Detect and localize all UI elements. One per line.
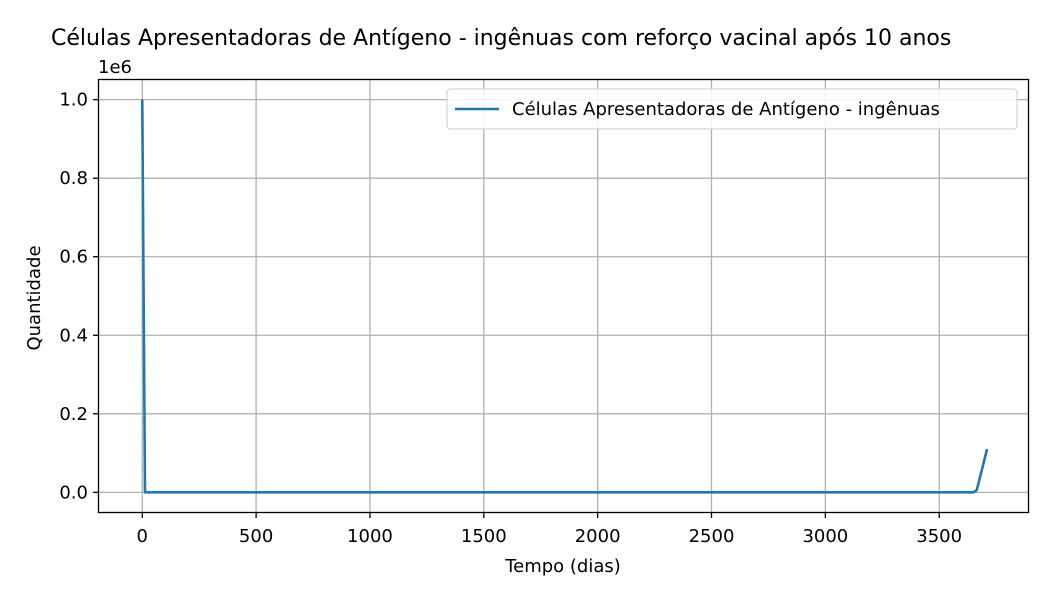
legend: Células Apresentadoras de Antígeno - ing… — [446, 88, 1018, 130]
x-tick-label: 2500 — [689, 526, 735, 547]
grid-lines — [99, 80, 1028, 512]
chart-title: Células Apresentadoras de Antígeno - ing… — [51, 26, 951, 51]
x-tick-label: 2000 — [575, 526, 621, 547]
x-axis-ticks: 0 500 1000 1500 2000 2500 3000 3500 — [137, 512, 962, 547]
y-axis-label: Quantidade — [24, 245, 45, 350]
x-tick-label: 1500 — [461, 526, 507, 547]
legend-label: Células Apresentadoras de Antígeno - ing… — [512, 99, 940, 120]
y-tick-label: 1.0 — [59, 90, 88, 111]
y-multiplier-label: 1e6 — [98, 57, 132, 78]
x-tick-label: 0 — [137, 526, 148, 547]
y-tick-label: 0.2 — [59, 404, 88, 425]
series-layer — [140, 99, 989, 494]
x-tick-label: 3000 — [802, 526, 848, 547]
y-tick-label: 0.4 — [59, 325, 88, 346]
y-tick-label: 0.6 — [59, 247, 88, 268]
x-tick-label: 1000 — [347, 526, 393, 547]
y-tick-label: 0.0 — [59, 482, 88, 503]
y-axis-ticks: 0.0 0.2 0.4 0.6 0.8 1.0 — [59, 90, 99, 503]
x-axis-label: Tempo (dias) — [504, 556, 621, 577]
x-tick-label: 500 — [239, 526, 273, 547]
y-tick-label: 0.8 — [59, 168, 88, 189]
legend-box — [446, 88, 1018, 130]
x-tick-label: 3500 — [916, 526, 962, 547]
series-line — [140, 99, 989, 494]
plot-frame — [97, 78, 1030, 514]
